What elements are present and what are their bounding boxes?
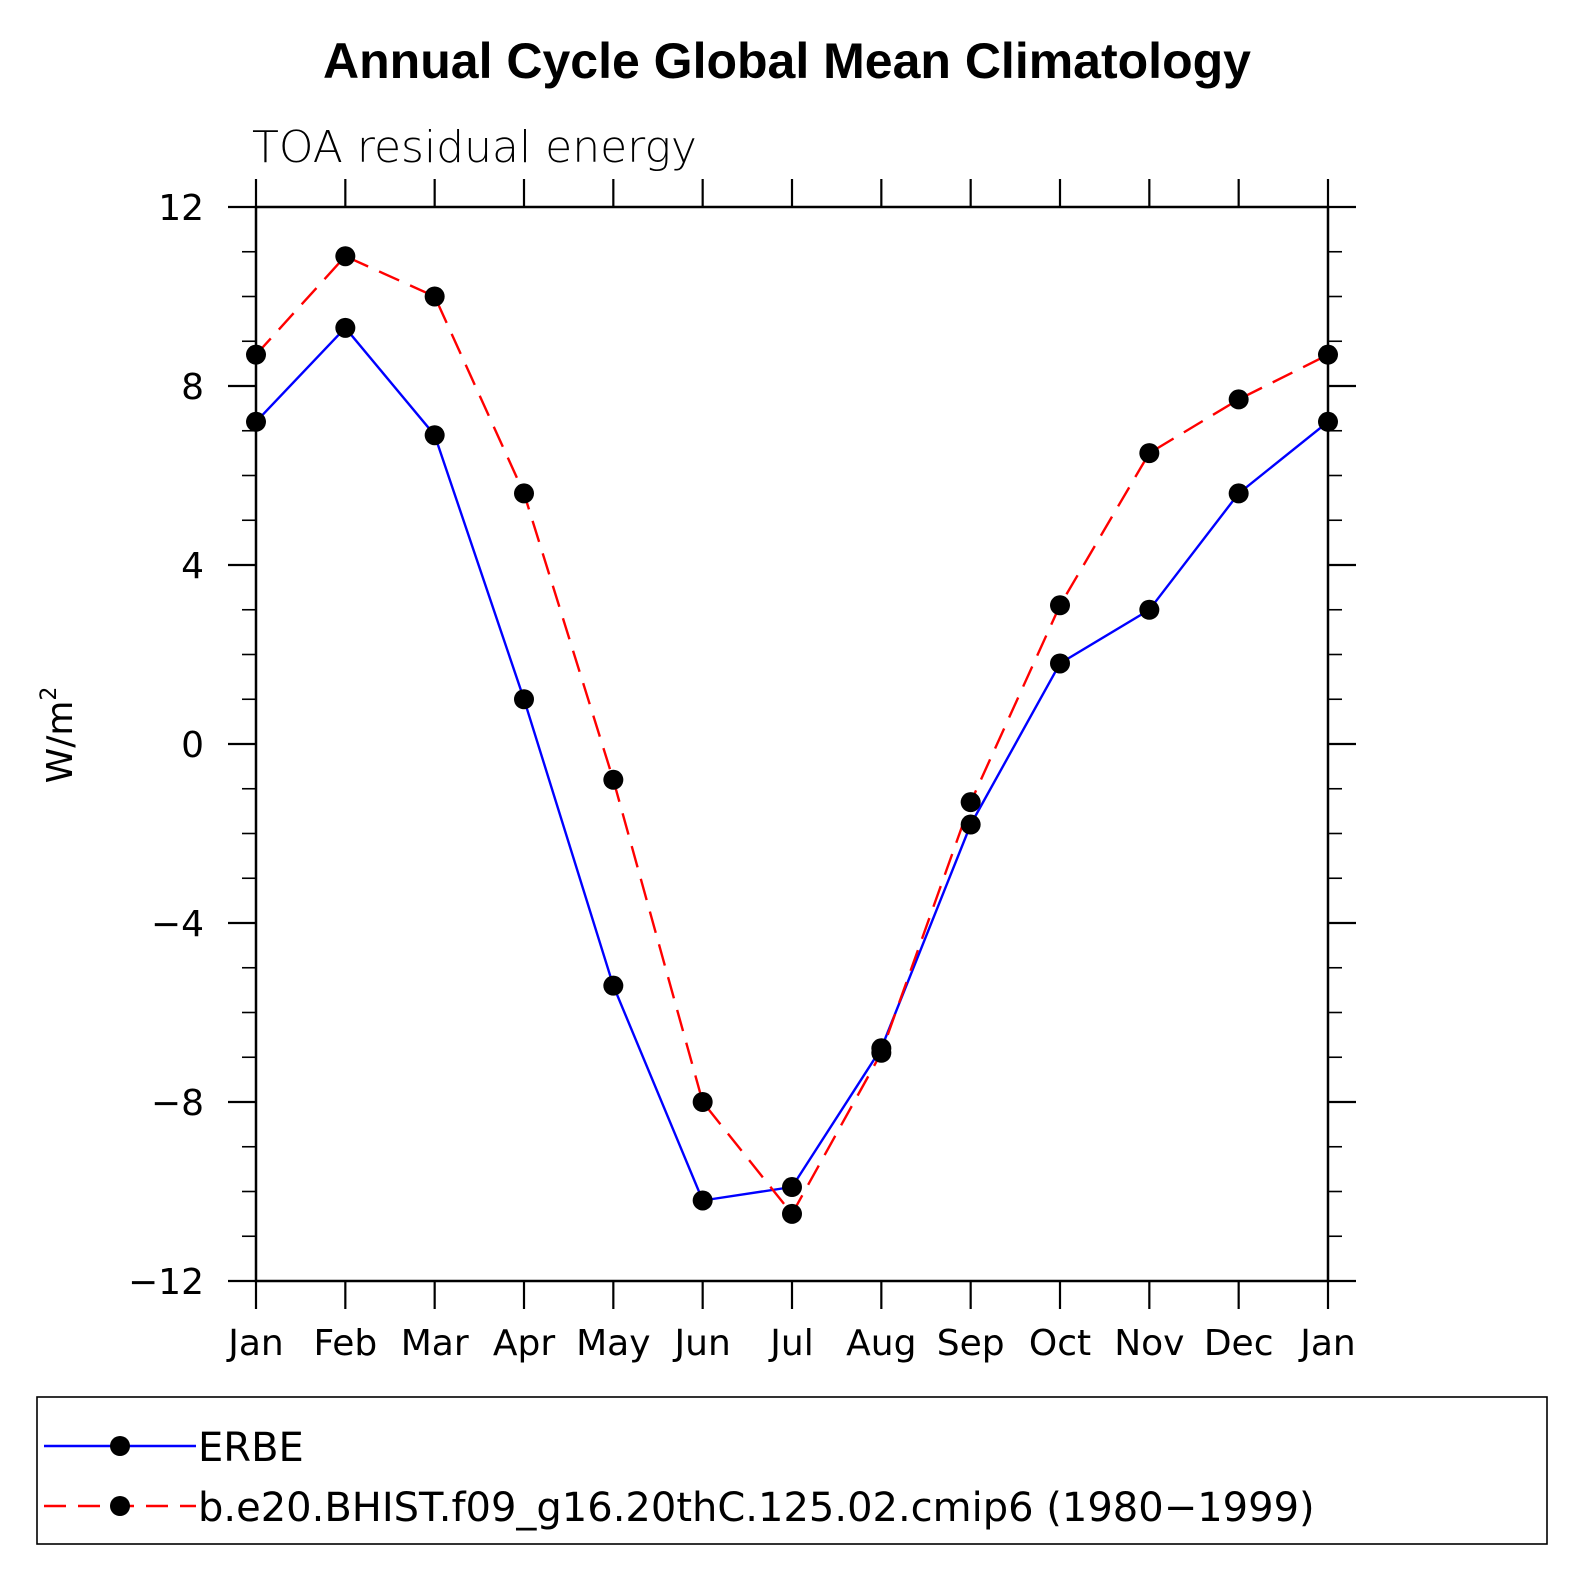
x-tick-label: Oct (1029, 1323, 1091, 1364)
series-1-point (424, 425, 445, 446)
series-2-point (1139, 443, 1160, 464)
series-2-point (1050, 595, 1070, 616)
series-line-2 (255, 255, 1329, 1216)
series-1-point (335, 317, 356, 338)
series-line-1 (255, 326, 1329, 1202)
legend-entries: ERBE b.e20.BHIST.f09_g16.20thC.125.02.cmi… (44, 1425, 1315, 1531)
series-2-point (871, 1042, 892, 1063)
axes: −12 −8 −4 0 4 8 12 Jan Feb Mar Apr May Jun Jul Aug Sep O… (128, 179, 1356, 1364)
series-2-point (246, 344, 266, 365)
y-tick-label: 4 (181, 546, 204, 587)
series-1-point (1050, 653, 1070, 674)
series-1-point (246, 411, 266, 432)
y-axis-label-superscript: 2 (37, 687, 62, 701)
series-1-point (782, 1177, 802, 1198)
y-tick-label: 8 (181, 367, 204, 408)
series-2-point (514, 483, 534, 504)
series-1-point (603, 975, 624, 996)
x-tick-label: Feb (313, 1323, 377, 1364)
x-tick-label: Mar (401, 1323, 469, 1364)
chart-title: Annual Cycle Global Mean Climatology (323, 33, 1251, 89)
x-tick-label: Jul (768, 1323, 813, 1364)
y-tick-label: −8 (151, 1083, 204, 1124)
series-1-point (692, 1190, 713, 1211)
series-1-point (1318, 411, 1338, 432)
y-tick-label: −12 (128, 1262, 204, 1303)
series-2-point (1318, 344, 1338, 365)
series-1-point (960, 814, 981, 835)
x-tick-label: Jan (1298, 1323, 1356, 1364)
series-1-point (1139, 599, 1160, 620)
series-2-point (960, 792, 981, 813)
series-markers (246, 246, 1338, 1224)
x-tick-label: Dec (1204, 1323, 1274, 1364)
y-axis-label: W/m2 (37, 687, 81, 784)
series-lines (255, 255, 1329, 1216)
series-2-point (1228, 389, 1249, 410)
x-tick-label: Nov (1114, 1323, 1184, 1364)
series-2-point (692, 1092, 713, 1112)
y-axis-label-group: W/m2 (37, 687, 81, 784)
legend-box (36, 1396, 1548, 1545)
x-tick-label: Jun (673, 1323, 731, 1364)
legend-marker-1 (110, 1436, 130, 1456)
x-tick-label: Apr (493, 1323, 555, 1364)
series-1-point (1228, 483, 1249, 504)
x-tick-label: Sep (937, 1323, 1005, 1364)
plot-frame (254, 205, 1330, 1283)
legend: ERBE b.e20.BHIST.f09_g16.20thC.125.02.cmi… (36, 1396, 1548, 1545)
y-axis-label-base: W/m (40, 701, 81, 784)
series-2-point (782, 1203, 802, 1224)
legend-label-1: ERBE (198, 1425, 304, 1471)
legend-marker-2 (110, 1496, 130, 1516)
y-tick-label: 0 (181, 725, 204, 766)
legend-label-2: b.e20.BHIST.f09_g16.20thC.125.02.cmip6 (… (198, 1485, 1315, 1531)
series-2-point (603, 769, 624, 790)
x-tick-label: Aug (846, 1323, 916, 1364)
x-tick-label: May (576, 1323, 650, 1364)
series-2-point (335, 246, 356, 267)
series-1-point (514, 689, 534, 710)
chart-subtitle: TOA residual energy (252, 122, 697, 173)
x-tick-label: Jan (226, 1323, 284, 1364)
y-tick-label: 12 (158, 188, 204, 229)
y-tick-label: −4 (151, 904, 204, 945)
series-2-point (424, 286, 445, 307)
